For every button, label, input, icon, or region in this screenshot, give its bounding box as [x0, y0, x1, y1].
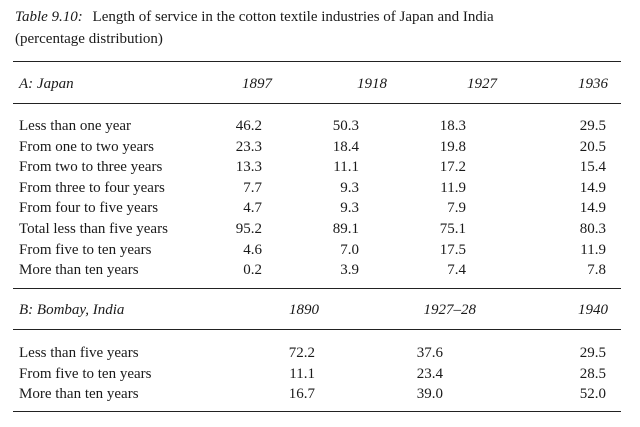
row-label: More than ten years — [19, 386, 139, 402]
section-a-title: A: Japan — [19, 76, 74, 92]
cell-value: 15.4 — [579, 159, 606, 176]
bottom-rule — [13, 411, 621, 412]
year-header: 1897 — [242, 76, 272, 92]
cell-value: 80.3 — [579, 221, 606, 237]
section-b-header-rule — [13, 329, 621, 330]
cell-value: 13.3 — [235, 159, 262, 176]
cell-value: 0.2 — [243, 262, 262, 279]
cell-value: 23.3 — [235, 138, 262, 155]
cell-value: 11.9 — [440, 179, 466, 196]
top-rule — [13, 61, 621, 62]
section-b-title: B: Bombay, India — [19, 302, 125, 318]
cell-value: 16.7 — [288, 386, 315, 402]
cell-value: 14.9 — [579, 179, 606, 196]
table-caption-subtitle: (percentage distribution) — [15, 31, 163, 47]
row-label: From one to two years — [19, 138, 154, 155]
cell-value: 23.4 — [416, 365, 443, 382]
cell-value: 89.1 — [332, 221, 359, 237]
year-header: 1890 — [289, 302, 319, 318]
year-header: 1940 — [578, 302, 608, 318]
middle-rule — [13, 288, 621, 289]
cell-value: 7.9 — [447, 200, 466, 217]
cell-value: 20.5 — [579, 138, 606, 155]
cell-value: 46.2 — [235, 118, 262, 134]
table-caption-title: Length of service in the cotton textile … — [92, 9, 494, 25]
cell-value: 29.5 — [579, 345, 606, 361]
cell-value: 17.2 — [439, 159, 466, 176]
cell-value: 18.4 — [332, 138, 359, 155]
row-label: More than ten years — [19, 262, 139, 279]
cell-value: 39.0 — [416, 386, 443, 402]
row-label: From five to ten years — [19, 241, 152, 258]
year-header: 1918 — [357, 76, 387, 92]
cell-value: 19.8 — [439, 138, 466, 155]
cell-value: 9.3 — [340, 200, 359, 217]
cell-value: 4.7 — [243, 200, 262, 217]
cell-value: 11.1 — [289, 365, 315, 382]
year-header: 1936 — [578, 76, 608, 92]
cell-value: 7.0 — [340, 241, 359, 258]
row-label: From four to five years — [19, 200, 159, 217]
cell-value: 3.9 — [340, 262, 359, 279]
cell-value: 50.3 — [332, 118, 359, 134]
cell-value: 14.9 — [579, 200, 606, 217]
cell-value: 4.6 — [243, 241, 262, 258]
cell-value: 18.3 — [439, 118, 466, 134]
table-caption-label: Table 9.10: — [15, 9, 83, 25]
row-label: From two to three years — [19, 159, 163, 176]
cell-value: 7.8 — [587, 262, 606, 279]
row-label: From five to ten years — [19, 365, 152, 382]
cell-value: 17.5 — [439, 241, 466, 258]
cell-value: 52.0 — [579, 386, 606, 402]
row-label: Less than one year — [19, 118, 132, 134]
section-a-header-rule — [13, 103, 621, 104]
year-header: 1927 — [467, 76, 497, 92]
row-label: From three to four years — [19, 179, 165, 196]
cell-value: 7.7 — [243, 179, 262, 196]
cell-value: 7.4 — [447, 262, 466, 279]
cell-value: 95.2 — [235, 221, 262, 237]
row-label: Less than five years — [19, 345, 139, 361]
cell-value: 75.1 — [439, 221, 466, 237]
cell-value: 11.9 — [580, 241, 606, 258]
row-label: Total less than five years — [19, 221, 168, 237]
year-header: 1927–28 — [423, 302, 477, 318]
cell-value: 29.5 — [579, 118, 606, 134]
cell-value: 11.1 — [333, 159, 359, 176]
cell-value: 9.3 — [340, 179, 359, 196]
cell-value: 28.5 — [579, 365, 606, 382]
cell-value: 37.6 — [416, 345, 443, 361]
cell-value: 72.2 — [288, 345, 315, 361]
